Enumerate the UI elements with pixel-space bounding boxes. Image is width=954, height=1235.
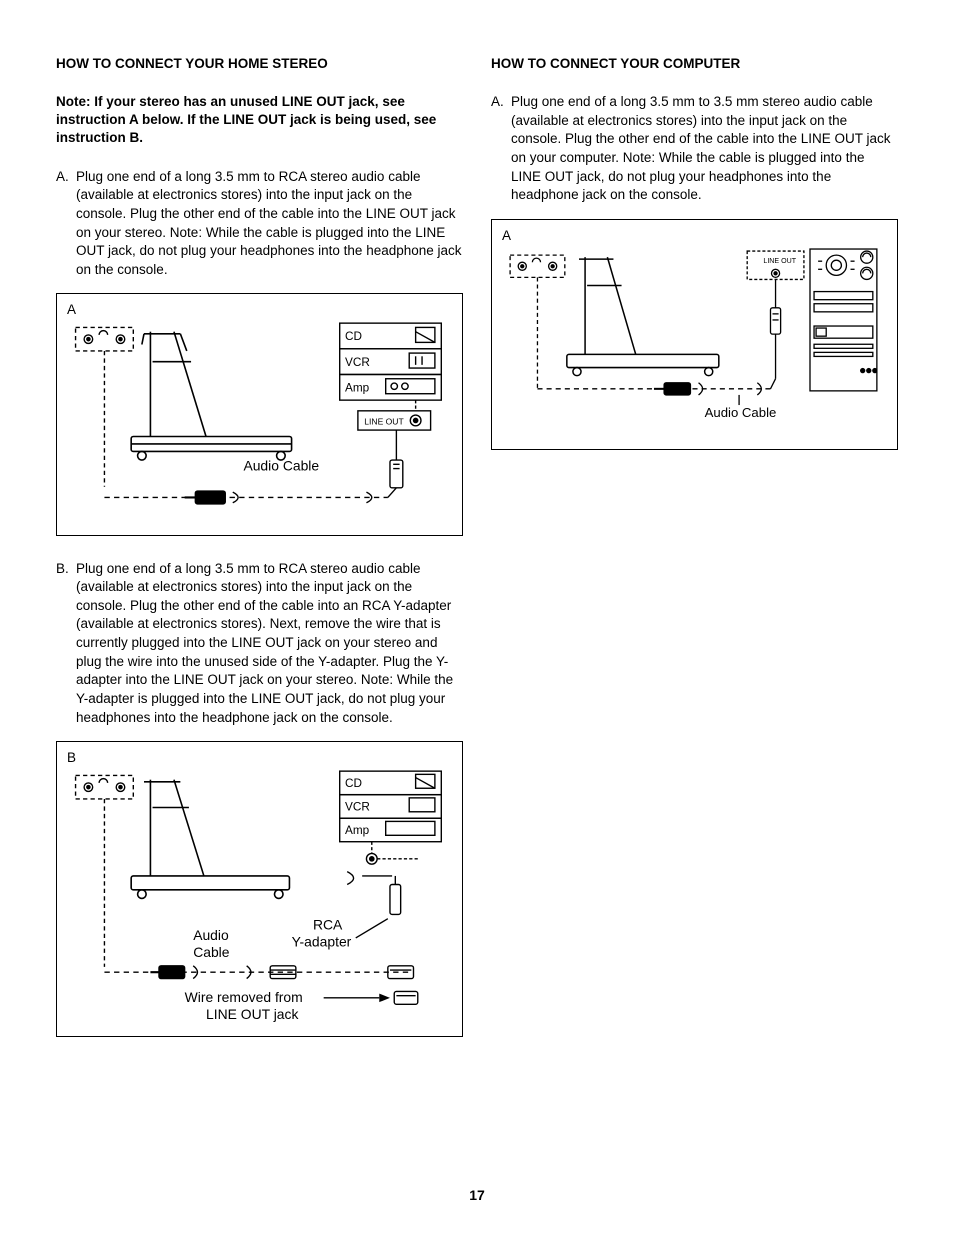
left-note: Note: If your stereo has an unused LINE … <box>56 93 463 148</box>
svg-text:LINE OUT: LINE OUT <box>364 417 404 427</box>
svg-text:VCR: VCR <box>345 801 370 814</box>
svg-text:CD: CD <box>345 331 362 344</box>
svg-text:Audio Cable: Audio Cable <box>705 405 777 420</box>
svg-text:CD: CD <box>345 777 362 790</box>
svg-text:Amp: Amp <box>345 824 370 837</box>
left-title: HOW TO CONNECT YOUR HOME STEREO <box>56 56 463 71</box>
stereo-diagram-a-svg: CD VCR Amp LINE OUT <box>67 321 452 524</box>
left-figure-a: A <box>56 293 463 535</box>
svg-text:Audio Cable: Audio Cable <box>243 458 319 474</box>
page-number: 17 <box>0 1187 954 1203</box>
right-step-a: A. Plug one end of a long 3.5 mm to 3.5 … <box>491 93 898 205</box>
left-step-b: B. Plug one end of a long 3.5 mm to RCA … <box>56 560 463 728</box>
fig-label: A <box>502 228 887 243</box>
left-figure-b: B <box>56 741 463 1037</box>
svg-text:VCR: VCR <box>345 356 370 369</box>
svg-text:LINE OUT jack: LINE OUT jack <box>206 1006 298 1022</box>
computer-diagram-svg: LINE OUT <box>502 247 887 440</box>
svg-text:Wire removed from: Wire removed from <box>185 989 303 1005</box>
fig-label: B <box>67 750 452 765</box>
step-text: Plug one end of a long 3.5 mm to RCA ste… <box>76 168 463 280</box>
right-column: HOW TO CONNECT YOUR COMPUTER A. Plug one… <box>491 56 898 1061</box>
step-text: Plug one end of a long 3.5 mm to RCA ste… <box>76 560 463 728</box>
right-title: HOW TO CONNECT YOUR COMPUTER <box>491 56 898 71</box>
svg-text:LINE OUT: LINE OUT <box>763 257 796 265</box>
stereo-diagram-b-svg: CD VCR Amp <box>67 769 452 1026</box>
left-column: HOW TO CONNECT YOUR HOME STEREO Note: If… <box>56 56 463 1061</box>
svg-text:Amp: Amp <box>345 382 370 395</box>
step-letter: B. <box>56 560 76 728</box>
svg-text:Audio: Audio <box>193 927 229 943</box>
svg-text:Cable: Cable <box>193 944 230 960</box>
step-letter: A. <box>491 93 511 205</box>
step-text: Plug one end of a long 3.5 mm to 3.5 mm … <box>511 93 898 205</box>
step-letter: A. <box>56 168 76 280</box>
right-figure-a: A <box>491 219 898 451</box>
fig-label: A <box>67 302 452 317</box>
svg-text:Y-adapter: Y-adapter <box>292 934 352 950</box>
svg-text:RCA: RCA <box>313 917 343 933</box>
left-step-a: A. Plug one end of a long 3.5 mm to RCA … <box>56 168 463 280</box>
